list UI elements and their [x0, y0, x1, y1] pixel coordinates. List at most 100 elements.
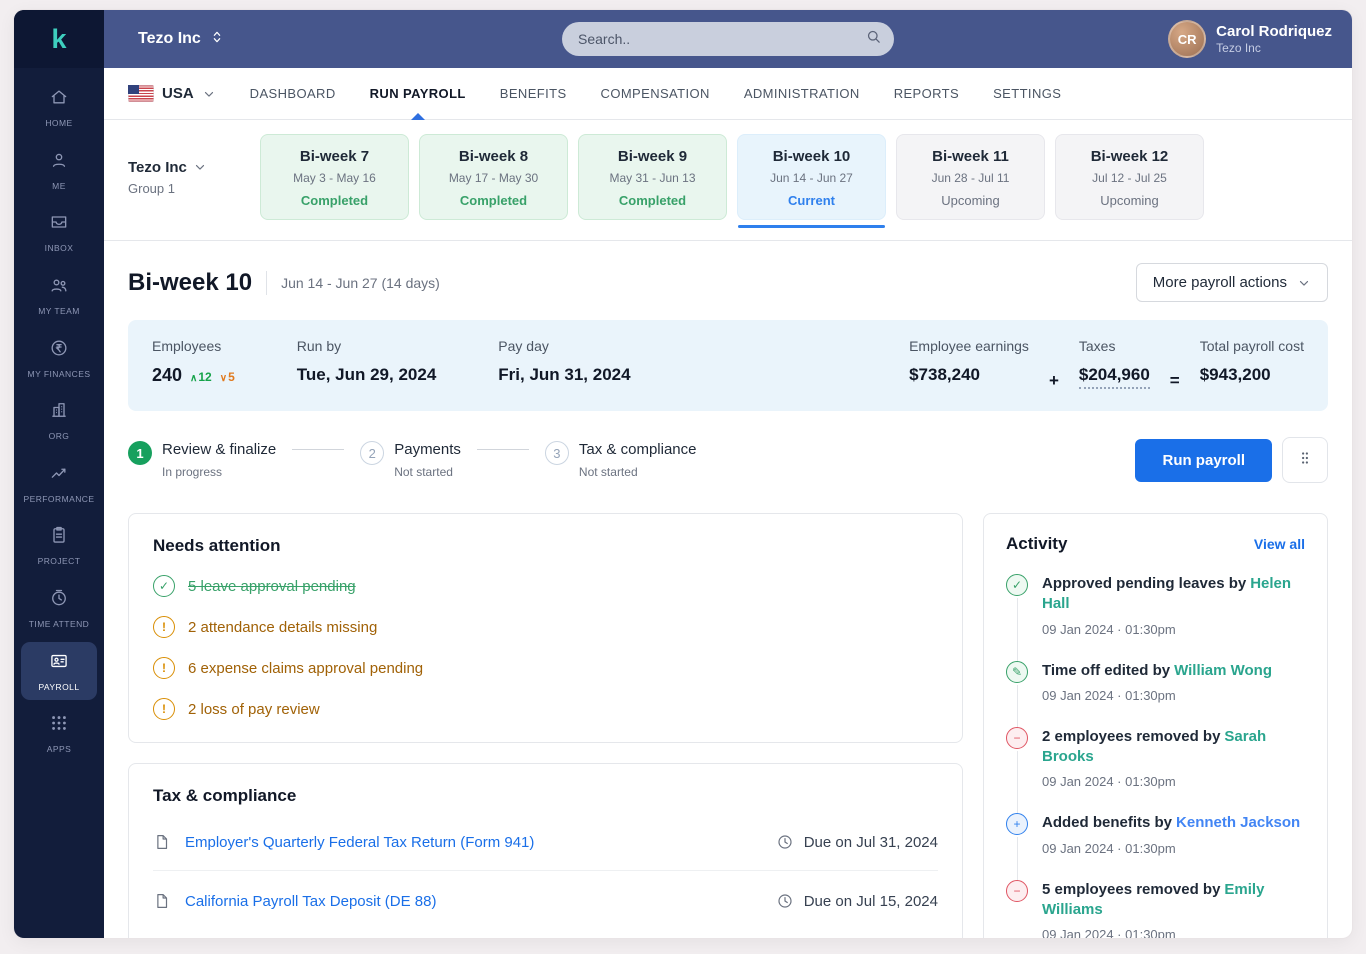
period-card-biweek-10[interactable]: Bi-week 10 Jun 14 - Jun 27 Current	[737, 134, 886, 228]
sidebar-item-payroll[interactable]: PAYROLL	[21, 641, 97, 701]
activity-timestamp: 09 Jan 2024 · 01:30pm	[1042, 840, 1176, 856]
app-logo[interactable]: k	[14, 10, 104, 68]
group-selector[interactable]: Tezo Inc	[128, 159, 260, 176]
group-name: Group 1	[128, 180, 175, 196]
tax-form-link[interactable]: Employer's Quarterly Federal Tax Return …	[185, 833, 535, 851]
person-icon	[49, 150, 69, 175]
clipboard-icon	[49, 525, 69, 550]
attention-item-loss-of-pay[interactable]: ! 2 loss of pay review	[153, 698, 938, 720]
sidebar-item-org[interactable]: ORG	[21, 391, 97, 450]
step-number: 3	[544, 441, 569, 465]
global-search[interactable]	[562, 22, 894, 56]
trend-chart-icon	[49, 463, 69, 488]
sidebar-item-apps[interactable]: APPS	[21, 704, 97, 763]
step-tax-compliance[interactable]: 3 Tax & compliance Not started	[544, 441, 696, 479]
clock-icon	[776, 892, 794, 910]
sidebar-item-label: INBOX	[44, 243, 74, 254]
period-card-biweek-9[interactable]: Bi-week 9 May 31 - Jun 13 Completed	[578, 134, 727, 220]
sidebar-item-label: ORG	[48, 431, 70, 442]
chevron-down-icon	[202, 87, 216, 101]
team-icon	[49, 275, 69, 300]
period-range: Jun 14 - Jun 27 (14 days)	[281, 274, 440, 291]
country-selector[interactable]: USA	[128, 85, 216, 102]
tab-settings[interactable]: SETTINGS	[993, 86, 1062, 101]
run-payroll-button[interactable]: Run payroll	[1135, 438, 1272, 482]
sidebar-item-me[interactable]: ME	[21, 141, 97, 200]
tab-run-payroll[interactable]: RUN PAYROLL	[370, 68, 466, 119]
status-badge: Current	[788, 193, 835, 208]
plus-operator: +	[1048, 371, 1059, 390]
summary-taxes: Taxes $204,960	[1078, 338, 1150, 389]
sidebar-item-label: HOME	[45, 118, 73, 128]
chevron-down-icon	[193, 160, 207, 174]
sidebar-item-performance[interactable]: PERFORMANCE	[21, 454, 97, 513]
user-menu[interactable]: CR Carol Rodriquez Tezo Inc	[1168, 20, 1332, 58]
more-payroll-actions-button[interactable]: More payroll actions	[1135, 263, 1328, 302]
step-payments[interactable]: 2 Payments Not started	[360, 441, 461, 479]
period-cards: Bi-week 7 May 3 - May 16 Completed Bi-we…	[260, 134, 1204, 228]
sidebar-item-label: APPS	[46, 744, 72, 755]
search-input[interactable]	[578, 31, 865, 47]
user-name: Carol Rodriquez	[1216, 23, 1332, 40]
country-label: USA	[162, 85, 194, 102]
view-all-link[interactable]: View all	[1253, 536, 1305, 552]
company-switcher[interactable]: Tezo Inc	[138, 29, 225, 50]
warning-circle-icon: !	[153, 657, 175, 679]
period-card-biweek-11[interactable]: Bi-week 11 Jun 28 - Jul 11 Upcoming	[896, 134, 1045, 220]
status-badge: Upcoming	[941, 193, 1000, 208]
tab-benefits[interactable]: BENEFITS	[499, 86, 567, 101]
sidebar-item-time-attend[interactable]: TIME ATTEND	[21, 579, 97, 638]
page-title: Bi-week 10	[128, 268, 253, 296]
activity-timestamp: 09 Jan 2024 · 01:30pm	[1042, 927, 1176, 938]
attention-item-expense-claims[interactable]: ! 6 expense claims approval pending	[153, 657, 938, 679]
period-card-biweek-12[interactable]: Bi-week 12 Jul 12 - Jul 25 Upcoming	[1055, 134, 1204, 220]
avatar-initials: CR	[1177, 31, 1197, 47]
step-review-finalize[interactable]: 1 Review & finalize In progress	[128, 441, 276, 479]
sidebar-item-my-finances[interactable]: MY FINANCES	[21, 329, 97, 388]
page-content[interactable]: Bi-week 10 Jun 14 - Jun 27 (14 days) Mor…	[104, 241, 1352, 938]
period-card-biweek-7[interactable]: Bi-week 7 May 3 - May 16 Completed	[260, 134, 409, 220]
document-icon	[153, 892, 171, 910]
activity-item: + Added benefits by Kenneth Jackson 09 Ja…	[1006, 813, 1305, 882]
status-badge: Completed	[459, 193, 528, 208]
warning-circle-icon: !	[153, 616, 175, 638]
tab-administration[interactable]: ADMINISTRATION	[743, 86, 860, 101]
tax-row-de-88: California Payroll Tax Deposit (DE 88) D…	[153, 870, 938, 929]
sidebar-item-label: MY FINANCES	[27, 368, 91, 379]
tab-dashboard[interactable]: DASHBOARD	[249, 86, 336, 101]
more-options-button[interactable]	[1282, 437, 1328, 483]
tax-form-link[interactable]: California Payroll Tax Deposit (DE 88)	[185, 892, 437, 910]
stopwatch-icon	[49, 588, 69, 613]
summary-pay-day: Pay day Fri, Jun 31, 2024	[498, 338, 631, 384]
step-connector	[292, 449, 345, 450]
tax-row-form-941: Employer's Quarterly Federal Tax Return …	[153, 812, 938, 870]
group-company-label: Tezo Inc	[128, 158, 187, 176]
apps-grid-icon	[49, 713, 69, 738]
sidebar-item-inbox[interactable]: INBOX	[21, 203, 97, 262]
main-area: Tezo Inc CR Carol Rodriquez Tezo Inc USA	[104, 10, 1352, 938]
attention-item-attendance[interactable]: ! 2 attendance details missing	[153, 616, 938, 638]
home-icon	[49, 87, 69, 112]
top-header: Tezo Inc CR Carol Rodriquez Tezo Inc	[104, 10, 1352, 68]
period-card-biweek-8[interactable]: Bi-week 8 May 17 - May 30 Completed	[419, 134, 568, 220]
actor-link[interactable]: Sarah Brooks	[1042, 727, 1267, 765]
swap-vertical-icon	[209, 29, 225, 50]
document-icon	[153, 833, 171, 851]
clock-icon	[776, 833, 794, 851]
employee-count: 240	[152, 365, 183, 385]
attention-item-leave-approval[interactable]: ✓ 5 leave approval pending	[153, 575, 938, 597]
tab-compensation[interactable]: COMPENSATION	[600, 86, 710, 101]
sidebar-item-project[interactable]: PROJECT	[21, 516, 97, 575]
actor-link[interactable]: Helen Hall	[1042, 575, 1292, 613]
sidebar-item-home[interactable]: HOME	[21, 78, 97, 137]
tab-reports[interactable]: REPORTS	[893, 86, 960, 101]
activity-item: − 5 employees removed by Emily Williams 0…	[1006, 879, 1305, 938]
sidebar-item-my-team[interactable]: MY TEAM	[21, 266, 97, 325]
actor-link[interactable]: Kenneth Jackson	[1176, 814, 1301, 832]
activity-timestamp: 09 Jan 2024 · 01:30pm	[1042, 774, 1176, 790]
caret-down-icon: ∨	[219, 373, 228, 384]
step-number: 2	[360, 441, 385, 465]
activity-title: Activity	[1006, 534, 1068, 553]
actor-link[interactable]: William Wong	[1174, 661, 1272, 679]
actor-link[interactable]: Emily Williams	[1042, 880, 1265, 918]
